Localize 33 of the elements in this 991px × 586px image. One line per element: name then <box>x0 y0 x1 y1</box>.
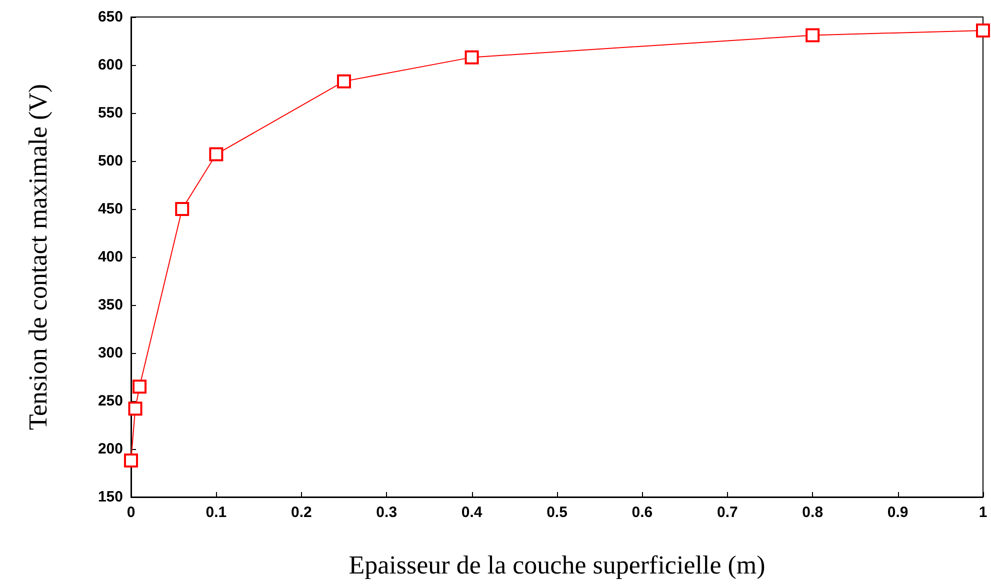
y-tick-label: 550 <box>98 104 123 122</box>
point <box>337 74 351 88</box>
point <box>464 50 479 64</box>
point <box>128 402 142 416</box>
y-tick-label: 350 <box>98 296 123 314</box>
y-tick-label: 200 <box>98 440 123 458</box>
x-tick-label: 0.8 <box>802 504 824 521</box>
x-tick-label: 0.6 <box>632 504 653 521</box>
y-tick-label: 450 <box>98 200 123 218</box>
y-axis-title: Tension de contact maximale (V) <box>24 84 52 430</box>
y-tick-label: 300 <box>98 344 123 362</box>
x-tick-label: 0.5 <box>546 504 568 521</box>
x-axis-title: Epaisseur de la couche superficielle (m) <box>348 550 766 580</box>
y-tick-label: 650 <box>98 8 123 26</box>
x-tick-label: 0.7 <box>716 504 738 521</box>
y-tick-label: 150 <box>98 488 123 506</box>
x-tick-label: 0.4 <box>461 504 483 521</box>
x-tick-label: 0.9 <box>887 504 908 521</box>
point <box>132 380 147 394</box>
point <box>806 28 820 42</box>
x-tick-label: 1 <box>978 504 988 521</box>
x-tick-label: 0.2 <box>290 504 312 521</box>
y-tick-label: 250 <box>98 392 123 410</box>
x-tick-label: 0 <box>126 504 136 521</box>
point <box>209 147 224 162</box>
point <box>976 23 990 38</box>
x-tick-label: 0.1 <box>206 504 227 521</box>
y-tick-label: 600 <box>98 56 123 74</box>
x-tick-label: 0.3 <box>376 504 398 521</box>
point <box>124 454 138 468</box>
point <box>175 202 190 216</box>
y-tick-label: 500 <box>98 152 123 170</box>
y-tick-label: 400 <box>98 248 123 266</box>
